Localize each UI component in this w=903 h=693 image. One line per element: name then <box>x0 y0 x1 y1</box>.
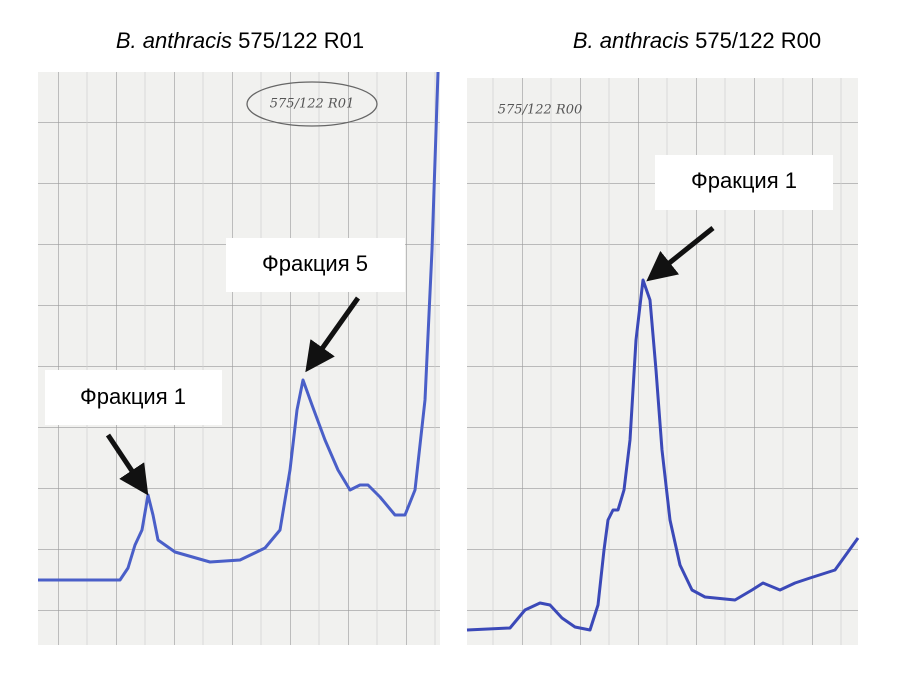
species: B. anthracis <box>573 28 689 53</box>
handwritten-label: 575/122 R00 <box>498 103 582 118</box>
annotation-box <box>226 238 405 292</box>
right-panel: 575/122 R00 Фракция 1 <box>466 78 860 645</box>
arrow <box>646 226 715 282</box>
chart-paper <box>38 72 440 645</box>
strain: 575/122 R01 <box>238 28 364 53</box>
annotation: Фракция 1 <box>691 168 797 193</box>
annotation-box <box>655 155 833 210</box>
label-oval <box>246 81 378 127</box>
panel-title: B. anthracis 575/122 R00 <box>573 28 821 53</box>
handwritten-label: 575/122 R01 <box>270 97 354 112</box>
panel-title: B. anthracis 575/122 R01 <box>116 28 364 53</box>
arrow <box>105 433 149 496</box>
strain: 575/122 R00 <box>695 28 821 53</box>
chromatogram-curve <box>466 278 860 632</box>
left-panel: 575/122 R01 Фракция 1 Фракция 5 <box>38 71 440 645</box>
annotation: Фракция 5 <box>262 251 368 276</box>
arrow <box>305 296 361 373</box>
chromatogram-curve <box>38 71 440 582</box>
annotation: Фракция 1 <box>80 384 186 409</box>
species: B. anthracis <box>116 28 232 53</box>
annotation-box <box>45 370 222 425</box>
